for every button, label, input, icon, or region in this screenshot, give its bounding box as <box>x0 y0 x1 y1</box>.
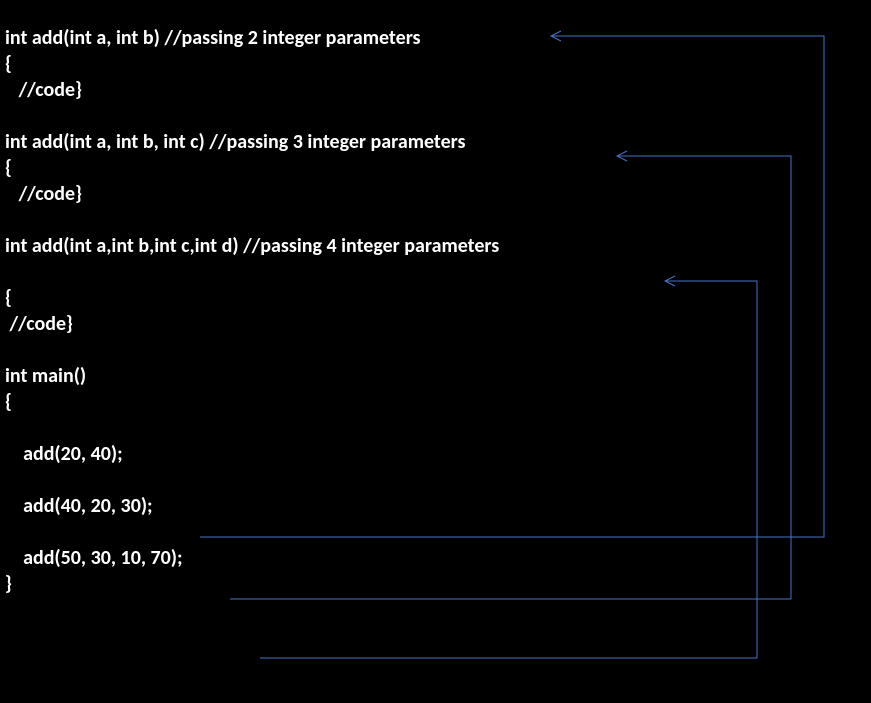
func1-open-brace: { <box>5 51 499 77</box>
func2-open-brace: { <box>5 155 499 181</box>
blank-7 <box>5 519 499 545</box>
arrow-head-2 <box>617 151 627 161</box>
main-call3: add(50, 30, 10, 70); <box>5 545 499 571</box>
code-content: int add(int a, int b) //passing 2 intege… <box>5 25 499 597</box>
blank-4 <box>5 337 499 363</box>
func3-body: //code} <box>5 311 499 337</box>
func1-signature: int add(int a, int b) //passing 2 intege… <box>5 25 499 51</box>
func1-body: //code} <box>5 77 499 103</box>
blank-1 <box>5 103 499 129</box>
arrow-head-1 <box>551 31 561 41</box>
func2-signature: int add(int a, int b, int c) //passing 3… <box>5 129 499 155</box>
main-signature: int main() <box>5 363 499 389</box>
main-close-brace: } <box>5 571 499 597</box>
func3-open-brace: { <box>5 285 499 311</box>
main-call1: add(20, 40); <box>5 441 499 467</box>
func3-signature: int add(int a,int b,int c,int d) //passi… <box>5 233 499 259</box>
blank-3 <box>5 259 499 285</box>
arrow-head-3 <box>665 276 675 286</box>
main-open-brace: { <box>5 389 499 415</box>
blank-5 <box>5 415 499 441</box>
main-call2: add(40, 20, 30); <box>5 493 499 519</box>
func2-body: //code} <box>5 181 499 207</box>
blank-6 <box>5 467 499 493</box>
blank-2 <box>5 207 499 233</box>
